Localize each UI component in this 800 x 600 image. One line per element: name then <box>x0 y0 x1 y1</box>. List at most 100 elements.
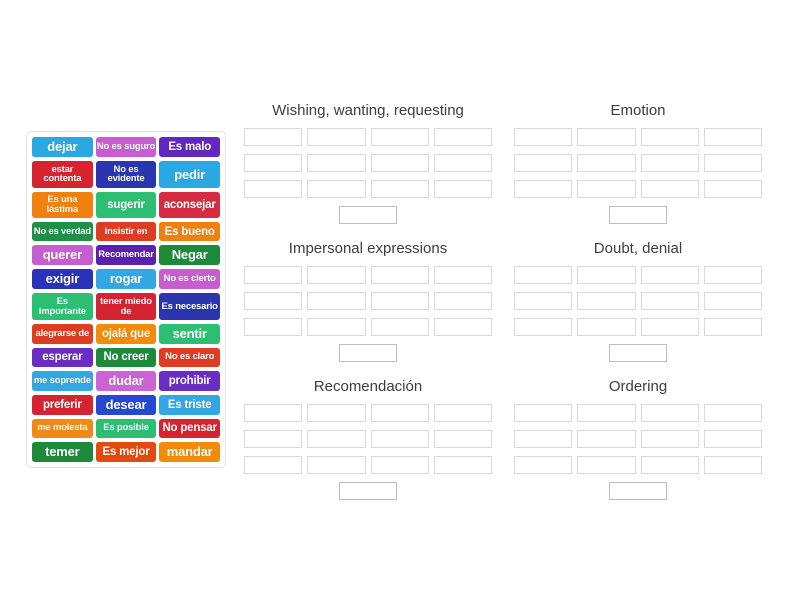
word-tile[interactable]: exigir <box>32 269 93 290</box>
empty-slot[interactable] <box>370 266 429 284</box>
word-tile[interactable]: sugerir <box>95 191 157 219</box>
word-tile[interactable]: prohibir <box>159 370 220 391</box>
empty-slot[interactable] <box>244 404 303 422</box>
single-empty-slot[interactable] <box>339 482 397 500</box>
word-tile[interactable]: Es bueno <box>159 222 220 241</box>
empty-slot[interactable] <box>307 456 366 474</box>
empty-slot[interactable] <box>370 180 429 198</box>
word-tile[interactable]: insistir en <box>95 222 157 241</box>
empty-slot[interactable] <box>307 404 366 422</box>
word-tile[interactable]: aconsejar <box>159 191 220 219</box>
word-tile[interactable]: estar contenta <box>32 161 93 188</box>
empty-slot[interactable] <box>433 456 492 474</box>
empty-slot[interactable] <box>244 128 303 146</box>
word-tile[interactable]: Recomendar <box>95 244 157 266</box>
empty-slot[interactable] <box>514 154 573 172</box>
empty-slot[interactable] <box>577 318 636 336</box>
empty-slot[interactable] <box>577 154 636 172</box>
word-tile[interactable]: No pensar <box>159 419 220 438</box>
word-tile[interactable]: dejar <box>32 137 93 158</box>
empty-slot[interactable] <box>433 404 492 422</box>
word-tile[interactable]: esperar <box>32 348 93 367</box>
empty-slot[interactable] <box>433 318 492 336</box>
empty-slot[interactable] <box>244 292 303 310</box>
empty-slot[interactable] <box>244 430 303 448</box>
empty-slot[interactable] <box>703 128 762 146</box>
word-tile[interactable]: tener miedo de <box>95 293 157 320</box>
empty-slot[interactable] <box>640 128 699 146</box>
empty-slot[interactable] <box>433 154 492 172</box>
empty-slot[interactable] <box>307 292 366 310</box>
word-tile[interactable]: mandar <box>159 441 220 462</box>
empty-slot[interactable] <box>703 266 762 284</box>
empty-slot[interactable] <box>433 292 492 310</box>
empty-slot[interactable] <box>433 266 492 284</box>
empty-slot[interactable] <box>577 266 636 284</box>
empty-slot[interactable] <box>244 456 303 474</box>
single-empty-slot[interactable] <box>339 206 397 224</box>
word-tile[interactable]: Es malo <box>159 137 220 158</box>
empty-slot[interactable] <box>514 180 573 198</box>
empty-slot[interactable] <box>703 456 762 474</box>
empty-slot[interactable] <box>244 154 303 172</box>
empty-slot[interactable] <box>244 180 303 198</box>
empty-slot[interactable] <box>640 404 699 422</box>
word-tile[interactable]: No es verdad <box>32 222 93 241</box>
word-tile[interactable]: pedir <box>159 161 220 188</box>
single-empty-slot[interactable] <box>609 482 667 500</box>
empty-slot[interactable] <box>514 318 573 336</box>
word-tile[interactable]: sentir <box>159 323 220 345</box>
empty-slot[interactable] <box>370 128 429 146</box>
empty-slot[interactable] <box>577 180 636 198</box>
empty-slot[interactable] <box>703 292 762 310</box>
empty-slot[interactable] <box>433 180 492 198</box>
word-tile[interactable]: Es una lástima <box>32 191 93 219</box>
word-tile[interactable]: ojalá que <box>95 323 157 345</box>
empty-slot[interactable] <box>577 128 636 146</box>
word-tile[interactable]: Es necesario <box>159 293 220 320</box>
word-tile[interactable]: dudar <box>95 370 157 391</box>
word-tile[interactable]: Es triste <box>159 394 220 416</box>
empty-slot[interactable] <box>307 154 366 172</box>
empty-slot[interactable] <box>640 318 699 336</box>
empty-slot[interactable] <box>514 266 573 284</box>
word-tile[interactable]: No es claro <box>159 348 220 367</box>
empty-slot[interactable] <box>514 430 573 448</box>
empty-slot[interactable] <box>640 180 699 198</box>
word-tile[interactable]: preferir <box>32 394 93 416</box>
word-tile[interactable]: rogar <box>95 269 157 290</box>
empty-slot[interactable] <box>370 404 429 422</box>
empty-slot[interactable] <box>370 154 429 172</box>
single-empty-slot[interactable] <box>609 344 667 362</box>
word-tile[interactable]: me soprende <box>32 370 93 391</box>
empty-slot[interactable] <box>307 180 366 198</box>
empty-slot[interactable] <box>307 430 366 448</box>
word-tile[interactable]: No es cierto <box>159 269 220 290</box>
empty-slot[interactable] <box>244 266 303 284</box>
empty-slot[interactable] <box>577 456 636 474</box>
word-tile[interactable]: alegrarse de <box>32 323 93 345</box>
empty-slot[interactable] <box>703 154 762 172</box>
empty-slot[interactable] <box>370 292 429 310</box>
empty-slot[interactable] <box>703 430 762 448</box>
single-empty-slot[interactable] <box>609 206 667 224</box>
empty-slot[interactable] <box>577 430 636 448</box>
word-tile[interactable]: No es evidente <box>95 161 157 188</box>
word-tile[interactable]: Es posible <box>95 419 157 438</box>
empty-slot[interactable] <box>514 128 573 146</box>
empty-slot[interactable] <box>433 128 492 146</box>
word-tile[interactable]: me molesta <box>32 419 93 438</box>
empty-slot[interactable] <box>640 154 699 172</box>
word-tile[interactable]: Negar <box>159 244 220 266</box>
empty-slot[interactable] <box>703 318 762 336</box>
empty-slot[interactable] <box>370 318 429 336</box>
empty-slot[interactable] <box>307 318 366 336</box>
empty-slot[interactable] <box>703 180 762 198</box>
empty-slot[interactable] <box>307 266 366 284</box>
empty-slot[interactable] <box>577 404 636 422</box>
empty-slot[interactable] <box>640 292 699 310</box>
word-tile[interactable]: Es mejor <box>95 441 157 462</box>
single-empty-slot[interactable] <box>339 344 397 362</box>
empty-slot[interactable] <box>640 456 699 474</box>
empty-slot[interactable] <box>370 430 429 448</box>
